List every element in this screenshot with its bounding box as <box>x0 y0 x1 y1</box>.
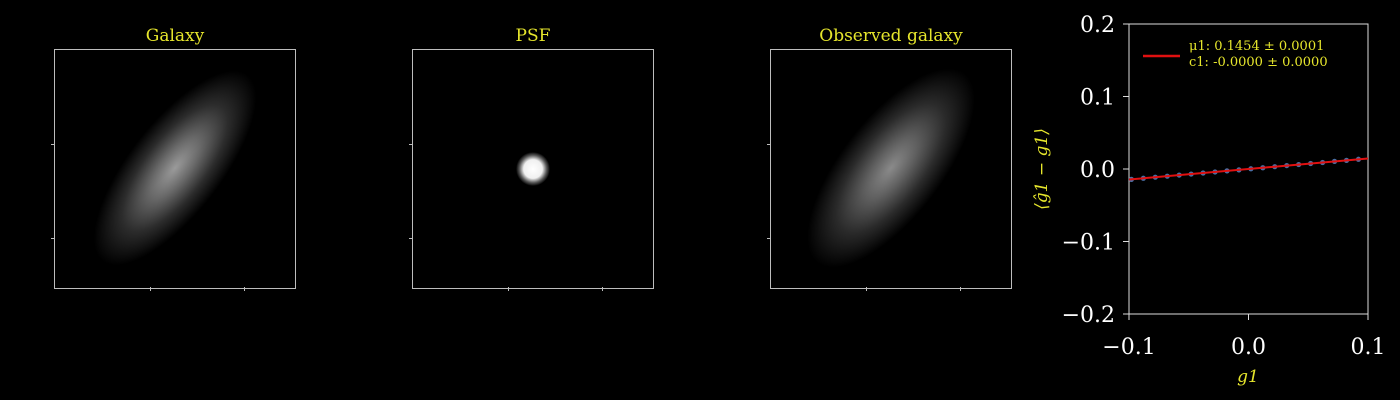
psf-image <box>412 49 654 289</box>
psf-panel-title: PSF <box>515 26 551 46</box>
legend-entry-mu: μ1: 0.1454 ± 0.0001 <box>1189 39 1324 54</box>
x-tick-label: 0.0 <box>1231 335 1266 360</box>
x-ticks: −0.1 0.0 0.1 <box>1102 314 1386 360</box>
observed-galaxy-image <box>770 49 1012 289</box>
psf-xtick <box>508 287 509 291</box>
legend-entry-c: c1: -0.0000 ± 0.0000 <box>1189 55 1328 70</box>
galaxy-xtick <box>244 287 245 291</box>
x-tick-label: −0.1 <box>1102 335 1155 360</box>
observed-ytick <box>767 238 771 239</box>
series <box>1128 156 1369 182</box>
galaxy-ytick <box>51 238 55 239</box>
y-tick-label: 0.0 <box>1080 158 1115 183</box>
x-tick-label: 0.1 <box>1351 335 1386 360</box>
galaxy-xtick <box>150 287 151 291</box>
galaxy-image <box>54 49 296 289</box>
psf-ytick <box>409 144 413 145</box>
galaxy-ytick <box>51 144 55 145</box>
y-axis-label: ⟨ĝ1 − g1⟩ <box>1032 128 1052 210</box>
y-tick-label: −0.1 <box>1062 231 1115 256</box>
y-tick-label: 0.1 <box>1080 86 1115 111</box>
observed-xtick <box>866 287 867 291</box>
y-tick-label: 0.2 <box>1080 13 1115 38</box>
y-tick-label: −0.2 <box>1062 303 1115 328</box>
galaxy-panel-title: Galaxy <box>145 26 205 46</box>
y-ticks: −0.2 −0.1 0.0 0.1 0.2 <box>1062 13 1129 328</box>
legend: μ1: 0.1454 ± 0.0001 c1: -0.0000 ± 0.0000 <box>1143 39 1328 70</box>
observed-xtick <box>960 287 961 291</box>
psf-ytick <box>409 238 413 239</box>
observed-galaxy-panel-title: Observed galaxy <box>819 26 963 46</box>
observed-ytick <box>767 144 771 145</box>
fit-line <box>1128 157 1369 181</box>
x-axis-label: g1 <box>1237 367 1259 387</box>
psf-xtick <box>602 287 603 291</box>
